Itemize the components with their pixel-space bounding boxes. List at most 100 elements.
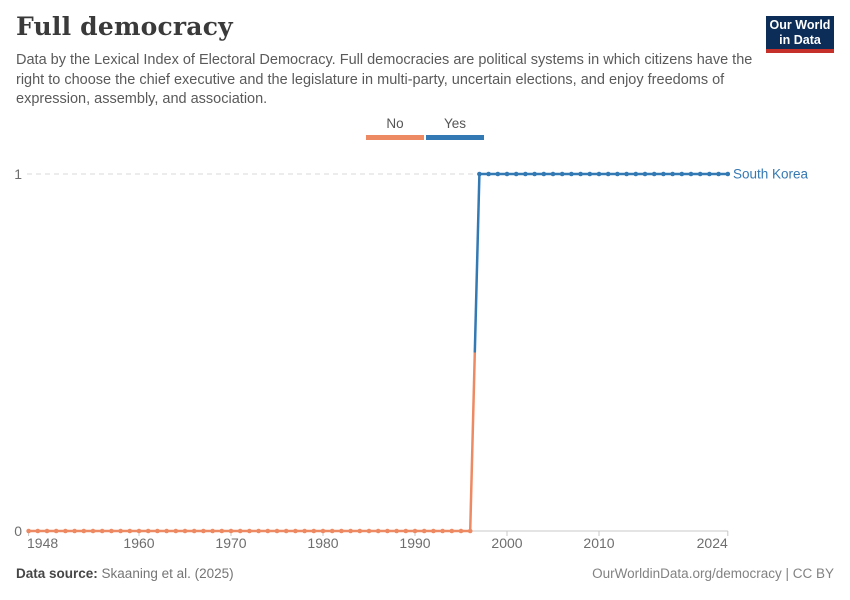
data-point-2017[interactable] xyxy=(661,171,666,177)
legend-item-no[interactable]: No xyxy=(366,116,424,140)
data-point-1991[interactable] xyxy=(421,528,427,534)
data-point-1967[interactable] xyxy=(201,528,206,534)
data-point-1948[interactable] xyxy=(26,528,31,534)
data-point-2010[interactable] xyxy=(596,171,602,177)
data-point-1987[interactable] xyxy=(385,528,390,534)
entity-label[interactable]: South Korea xyxy=(733,166,809,182)
data-point-1985[interactable] xyxy=(366,528,372,534)
owid-logo[interactable]: Our World in Data xyxy=(766,16,834,53)
chart-legend: No Yes xyxy=(0,116,850,140)
data-point-2013[interactable] xyxy=(624,171,629,177)
data-point-1953[interactable] xyxy=(72,528,77,534)
data-point-1950[interactable] xyxy=(44,528,50,534)
x-tick-label: 2024 xyxy=(697,535,728,551)
data-point-1960[interactable] xyxy=(136,528,142,534)
data-point-2011[interactable] xyxy=(605,171,611,177)
data-point-1955[interactable] xyxy=(90,528,96,534)
data-point-1965[interactable] xyxy=(182,528,188,534)
data-point-1990[interactable] xyxy=(412,528,418,534)
x-tick-label: 2010 xyxy=(583,535,614,551)
data-point-1975[interactable] xyxy=(274,528,280,534)
x-tick-label: 1970 xyxy=(215,535,246,551)
data-point-1958[interactable] xyxy=(118,528,123,534)
data-point-1972[interactable] xyxy=(247,528,252,534)
y-tick-label: 0 xyxy=(14,523,22,539)
owid-logo-line2: in Data xyxy=(779,33,821,47)
data-point-2002[interactable] xyxy=(523,171,528,177)
data-point-1973[interactable] xyxy=(256,528,261,534)
data-point-1954[interactable] xyxy=(81,528,87,534)
data-point-1992[interactable] xyxy=(431,528,436,534)
data-point-2012[interactable] xyxy=(615,171,620,177)
data-point-1974[interactable] xyxy=(265,528,271,534)
legend-swatch-yes xyxy=(426,135,484,140)
x-tick-label: 1948 xyxy=(27,535,58,551)
data-point-1969[interactable] xyxy=(219,528,225,534)
data-point-1970[interactable] xyxy=(228,528,234,534)
x-tick-label: 1990 xyxy=(399,535,430,551)
data-point-1949[interactable] xyxy=(35,528,41,534)
data-point-1962[interactable] xyxy=(155,528,160,534)
legend-item-yes[interactable]: Yes xyxy=(426,116,484,140)
data-point-1971[interactable] xyxy=(237,528,243,534)
data-point-1963[interactable] xyxy=(164,528,169,534)
data-point-2019[interactable] xyxy=(679,171,685,177)
data-source-label: Data source: xyxy=(16,566,98,581)
data-point-1977[interactable] xyxy=(293,528,298,534)
legend-swatch-no xyxy=(366,135,424,140)
chart-area[interactable]: 1948 1960 1970 1980 1990 2000 2010 2024 0 1 South… xyxy=(0,158,850,558)
data-point-1966[interactable] xyxy=(191,528,197,534)
data-point-2021[interactable] xyxy=(697,171,703,177)
data-point-1993[interactable] xyxy=(440,528,445,534)
data-point-2016[interactable] xyxy=(651,171,657,177)
data-point-2024[interactable] xyxy=(725,171,731,177)
data-point-2007[interactable] xyxy=(569,171,574,177)
data-point-1964[interactable] xyxy=(173,528,179,534)
data-point-1982[interactable] xyxy=(339,528,344,534)
data-point-1956[interactable] xyxy=(99,528,105,534)
data-point-1998[interactable] xyxy=(486,171,491,177)
data-point-2006[interactable] xyxy=(559,171,565,177)
plot-svg[interactable]: 1948 1960 1970 1980 1990 2000 2010 2024 0 1 xyxy=(0,158,850,558)
data-point-1957[interactable] xyxy=(109,528,114,534)
data-point-1952[interactable] xyxy=(63,528,68,534)
data-point-1959[interactable] xyxy=(127,528,133,534)
data-point-1968[interactable] xyxy=(210,528,215,534)
data-point-1979[interactable] xyxy=(311,528,317,534)
data-point-2020[interactable] xyxy=(688,171,694,177)
data-point-1999[interactable] xyxy=(495,171,501,177)
data-point-1980[interactable] xyxy=(320,528,326,534)
data-point-2000[interactable] xyxy=(504,171,510,177)
data-point-2023[interactable] xyxy=(716,171,721,177)
data-point-1961[interactable] xyxy=(145,528,151,534)
data-point-2015[interactable] xyxy=(642,171,648,177)
data-point-2008[interactable] xyxy=(578,171,583,177)
data-point-1984[interactable] xyxy=(357,528,363,534)
data-point-1983[interactable] xyxy=(348,528,353,534)
data-point-1951[interactable] xyxy=(53,528,59,534)
data-point-1989[interactable] xyxy=(403,528,409,534)
data-point-1995[interactable] xyxy=(458,528,464,534)
chart-subtitle: Data by the Lexical Index of Electoral D… xyxy=(16,52,753,107)
data-point-1986[interactable] xyxy=(375,528,381,534)
credit-link[interactable]: OurWorldinData.org/democracy | CC BY xyxy=(592,566,834,581)
data-point-2001[interactable] xyxy=(513,171,519,177)
data-point-2004[interactable] xyxy=(541,171,547,177)
x-tick-label: 1960 xyxy=(123,535,154,551)
data-point-2018[interactable] xyxy=(670,171,675,177)
data-point-2003[interactable] xyxy=(532,171,537,177)
data-point-1994[interactable] xyxy=(449,528,455,534)
x-tick-label: 1980 xyxy=(307,535,338,551)
data-point-2009[interactable] xyxy=(587,171,593,177)
y-tick-label: 1 xyxy=(14,166,22,182)
x-tick-label: 2000 xyxy=(491,535,522,551)
chart-footer: Data source: Skaaning et al. (2025) OurW… xyxy=(16,566,834,581)
data-point-1978[interactable] xyxy=(302,528,307,534)
data-point-1981[interactable] xyxy=(329,528,335,534)
data-point-1976[interactable] xyxy=(283,528,289,534)
data-point-2005[interactable] xyxy=(550,171,556,177)
data-point-1988[interactable] xyxy=(394,528,399,534)
data-point-2022[interactable] xyxy=(707,171,712,177)
data-point-2014[interactable] xyxy=(633,171,639,177)
